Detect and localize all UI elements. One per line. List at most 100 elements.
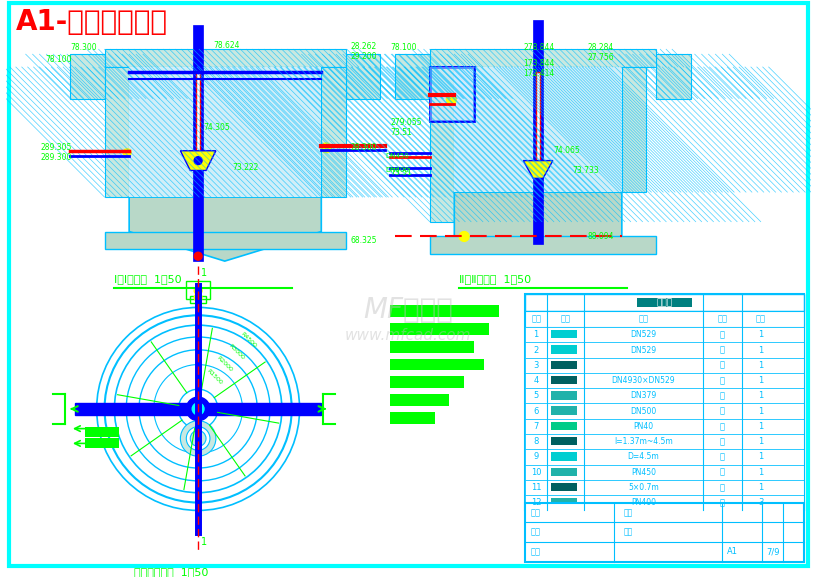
- Bar: [430, 67, 454, 222]
- Text: 材料表: 材料表: [656, 298, 672, 307]
- Bar: [391, 323, 489, 335]
- Circle shape: [186, 426, 210, 450]
- Text: 5: 5: [534, 391, 538, 400]
- Text: 根: 根: [720, 346, 725, 354]
- Bar: [430, 237, 656, 254]
- Circle shape: [192, 403, 204, 415]
- Text: 序号: 序号: [531, 314, 541, 324]
- Text: 11: 11: [531, 483, 542, 492]
- Polygon shape: [129, 197, 321, 261]
- Text: 2: 2: [534, 346, 538, 354]
- Text: DN4930×DN529: DN4930×DN529: [612, 376, 676, 385]
- Text: 1: 1: [758, 483, 763, 492]
- Text: 1: 1: [758, 361, 763, 370]
- Text: 7: 7: [534, 422, 538, 431]
- Bar: [551, 422, 577, 430]
- Text: 78.624: 78.624: [213, 42, 239, 50]
- Bar: [551, 498, 577, 507]
- Text: DN529: DN529: [631, 330, 657, 339]
- Circle shape: [459, 231, 469, 241]
- Text: 73.222: 73.222: [233, 163, 259, 171]
- Bar: [190, 295, 206, 304]
- Bar: [129, 67, 321, 197]
- Bar: [551, 437, 577, 445]
- Text: 审核: 审核: [530, 527, 540, 537]
- Text: 根: 根: [720, 468, 725, 477]
- Text: PN450: PN450: [631, 468, 656, 477]
- Polygon shape: [454, 192, 622, 245]
- Bar: [622, 67, 646, 192]
- Bar: [395, 54, 430, 99]
- Circle shape: [123, 149, 131, 157]
- Polygon shape: [524, 160, 553, 178]
- Bar: [551, 376, 577, 384]
- Text: DN529: DN529: [631, 346, 657, 354]
- Bar: [656, 54, 691, 99]
- Text: MF沐风网: MF沐风网: [363, 297, 453, 324]
- Text: DN450: DN450: [386, 153, 409, 159]
- Circle shape: [194, 252, 202, 260]
- Text: 根: 根: [720, 422, 725, 431]
- Text: 29.200: 29.200: [350, 53, 377, 61]
- Text: 1: 1: [758, 468, 763, 477]
- Circle shape: [194, 287, 202, 295]
- Bar: [551, 391, 577, 399]
- Bar: [551, 467, 577, 476]
- Text: www.mfcad.com: www.mfcad.com: [345, 328, 471, 343]
- Text: 27.756: 27.756: [587, 53, 614, 62]
- Bar: [525, 342, 804, 358]
- Text: D=4.5m: D=4.5m: [627, 452, 659, 462]
- Bar: [391, 394, 449, 406]
- Text: 78.100: 78.100: [391, 43, 417, 53]
- Bar: [525, 294, 804, 511]
- Text: 74.305: 74.305: [203, 123, 230, 132]
- Bar: [430, 49, 656, 67]
- Bar: [321, 67, 346, 197]
- Text: DN400: DN400: [386, 167, 409, 174]
- Text: 88.094: 88.094: [587, 231, 614, 241]
- Bar: [525, 480, 804, 495]
- Circle shape: [321, 143, 331, 153]
- Text: Ⅰ－Ⅰ剖面图  1：50: Ⅰ－Ⅰ剖面图 1：50: [114, 274, 182, 284]
- Text: 1: 1: [534, 330, 538, 339]
- Bar: [551, 483, 577, 491]
- Text: 1: 1: [201, 268, 208, 278]
- Text: 1: 1: [758, 346, 763, 354]
- Bar: [551, 330, 577, 339]
- Bar: [551, 361, 577, 369]
- Text: 规格: 规格: [639, 314, 649, 324]
- Text: R1500: R1500: [206, 368, 224, 385]
- Bar: [525, 294, 804, 312]
- Bar: [430, 67, 474, 121]
- Text: DN500: DN500: [631, 407, 657, 415]
- Text: 28.300: 28.300: [350, 143, 377, 152]
- Bar: [105, 231, 346, 249]
- Text: 设计: 设计: [530, 508, 540, 517]
- Text: 74.065: 74.065: [553, 146, 579, 155]
- Text: 审核: 审核: [624, 527, 633, 537]
- Text: 12: 12: [531, 499, 542, 507]
- Bar: [551, 406, 577, 415]
- Text: 1: 1: [758, 330, 763, 339]
- Text: PN400: PN400: [631, 499, 656, 507]
- Bar: [525, 403, 804, 419]
- Circle shape: [194, 294, 202, 302]
- Text: 3: 3: [534, 361, 538, 370]
- Text: R3000: R3000: [228, 343, 245, 361]
- Text: 制图: 制图: [530, 548, 540, 556]
- Bar: [536, 72, 540, 160]
- Text: 图例: 图例: [560, 314, 570, 324]
- Bar: [525, 312, 804, 327]
- Text: 6: 6: [534, 407, 538, 415]
- Text: 根: 根: [720, 407, 725, 415]
- Text: 根: 根: [720, 391, 725, 400]
- Polygon shape: [181, 151, 216, 170]
- Bar: [525, 358, 804, 373]
- Text: 73.733: 73.733: [573, 166, 600, 174]
- Text: 1: 1: [758, 376, 763, 385]
- Bar: [105, 49, 346, 67]
- Bar: [454, 67, 622, 192]
- Text: R2000: R2000: [216, 355, 234, 373]
- Bar: [525, 464, 804, 480]
- Bar: [391, 376, 464, 388]
